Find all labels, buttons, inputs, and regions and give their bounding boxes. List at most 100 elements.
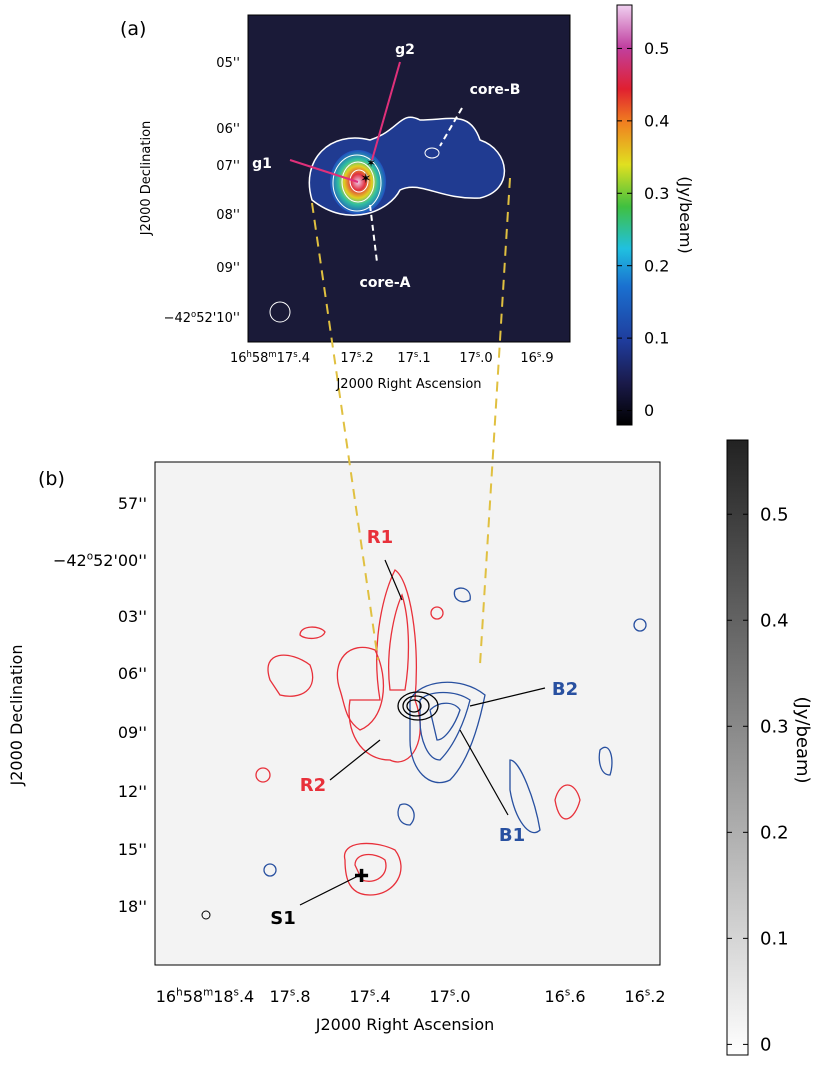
annotation: core-B — [470, 82, 521, 98]
tick-label: 17s.2 — [340, 349, 373, 366]
annotation: B1 — [499, 825, 525, 846]
superscript: s — [450, 987, 455, 999]
tick-label: 17s.0 — [459, 349, 492, 366]
colorbar-tick-label: 0.1 — [760, 929, 789, 950]
annotation: g2 — [395, 42, 415, 58]
tick-label: 12'' — [118, 782, 147, 801]
superscript: s — [414, 349, 418, 359]
tick-label: 16h58m17s.4 — [230, 349, 310, 366]
tick-text: 18 — [213, 987, 233, 1006]
tick-text: 12'' — [118, 782, 147, 801]
tick-text: 17 — [269, 987, 289, 1006]
tick-text: 57'' — [118, 494, 147, 513]
tick-text: −42 — [164, 311, 191, 326]
tick-text: 08'' — [216, 208, 240, 223]
tick-label: 17s.0 — [429, 987, 470, 1006]
tick-label: 16s.9 — [520, 349, 553, 366]
y-axis-label: J2000 Declination — [7, 645, 26, 787]
colorbar-tick-label: 0 — [760, 1035, 771, 1056]
tick-text: 58 — [183, 987, 203, 1006]
svg-text:✶: ✶ — [366, 156, 376, 170]
panel-label: (a) — [120, 18, 146, 40]
tick-label: 06'' — [118, 664, 147, 683]
tick-text: 17 — [349, 987, 369, 1006]
tick-text: 17 — [277, 351, 294, 366]
panel-b-image: ✚ — [154, 461, 661, 966]
colorbar-tick-label: 0 — [644, 401, 654, 420]
superscript: o — [87, 551, 93, 563]
tick-label: 17s.4 — [349, 987, 390, 1006]
tick-label: 03'' — [118, 607, 147, 626]
tick-text: 52'10'' — [196, 311, 240, 326]
tick-text: 16 — [230, 351, 247, 366]
superscript: s — [370, 987, 375, 999]
colorbar-a — [616, 4, 633, 426]
tick-text: .4 — [375, 987, 390, 1006]
colorbar-tick-label: 0.3 — [644, 184, 669, 203]
tick-text: .4 — [298, 351, 310, 366]
tick-text: 17 — [340, 351, 357, 366]
tick-text: .1 — [418, 351, 430, 366]
colorbar-tick-label: 0.5 — [760, 505, 789, 526]
tick-text: 58 — [252, 351, 269, 366]
panel-label: (b) — [38, 468, 65, 490]
panel-a-image: ✶ ✶ — [247, 14, 571, 343]
tick-text: .2 — [650, 987, 665, 1006]
tick-text: .0 — [480, 351, 492, 366]
tick-text: 16 — [156, 987, 176, 1006]
superscript: m — [268, 349, 276, 359]
colorbar-tick-label: 0.2 — [760, 823, 789, 844]
tick-text: 15'' — [118, 840, 147, 859]
tick-text: .9 — [541, 351, 553, 366]
tick-label: −42o52'10'' — [164, 309, 240, 326]
colorbar-tick-label: 0.2 — [644, 256, 669, 275]
tick-label: 17s.1 — [397, 349, 430, 366]
tick-text: 16 — [520, 351, 537, 366]
annotation: core-A — [360, 275, 411, 291]
tick-text: 05'' — [216, 56, 240, 71]
tick-text: .2 — [361, 351, 373, 366]
colorbar-label: (Jy/beam) — [792, 696, 813, 783]
tick-text: 17 — [429, 987, 449, 1006]
tick-label: 07'' — [216, 159, 240, 174]
tick-label: 15'' — [118, 840, 147, 859]
superscript: s — [565, 987, 570, 999]
colorbar-b — [726, 439, 749, 1056]
colorbar-tick-label: 0.1 — [644, 329, 669, 348]
superscript: s — [476, 349, 480, 359]
svg-text:✶: ✶ — [360, 171, 372, 187]
colorbar-tick-label: 0.4 — [644, 111, 669, 130]
superscript: s — [645, 987, 650, 999]
tick-label: 05'' — [216, 56, 240, 71]
tick-label: 09'' — [118, 723, 147, 742]
colorbar-tick-label: 0.3 — [760, 717, 789, 738]
tick-label: −42o52'00'' — [53, 551, 147, 570]
zoom-line — [311, 202, 379, 661]
annotation: B2 — [552, 679, 578, 700]
tick-text: 18'' — [118, 897, 147, 916]
colorbar-label: (Jy/beam) — [676, 176, 695, 253]
tick-text: .8 — [295, 987, 310, 1006]
x-axis-label: J2000 Right Ascension — [335, 377, 481, 392]
superscript: s — [234, 987, 239, 999]
zoom-line — [479, 177, 511, 666]
x-axis-label: J2000 Right Ascension — [315, 1015, 495, 1034]
tick-text: 03'' — [118, 607, 147, 626]
colorbar-tick-label: 0.5 — [644, 39, 669, 58]
svg-text:✚: ✚ — [354, 866, 369, 887]
tick-label: 57'' — [118, 494, 147, 513]
tick-label: 16s.6 — [544, 987, 585, 1006]
superscript: o — [191, 309, 196, 319]
tick-label: 18'' — [118, 897, 147, 916]
y-axis-label: J2000 Declination — [139, 121, 154, 237]
tick-label: 17s.8 — [269, 987, 310, 1006]
superscript: s — [357, 349, 361, 359]
annotation: g1 — [252, 156, 272, 172]
colorbar-tick-label: 0.4 — [760, 611, 789, 632]
tick-label: 09'' — [216, 261, 240, 276]
tick-text: 06'' — [118, 664, 147, 683]
superscript: s — [293, 349, 297, 359]
tick-text: 09'' — [118, 723, 147, 742]
annotation: S1 — [270, 908, 296, 929]
